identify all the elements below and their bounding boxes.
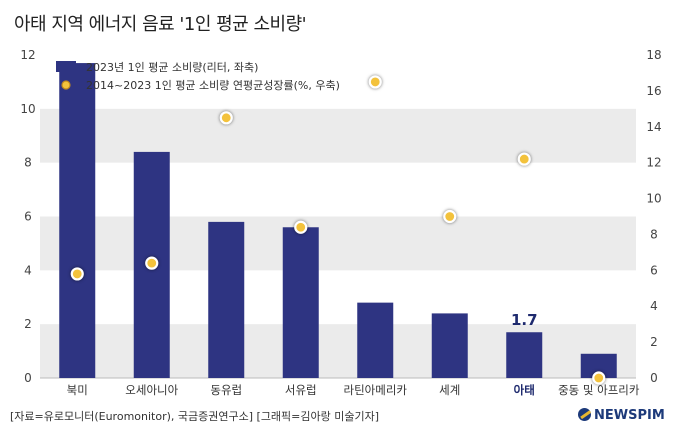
- growth-dot: [219, 111, 233, 125]
- y-left-tick-label: 0: [24, 371, 32, 385]
- y-right-tick-label: 14: [646, 120, 661, 134]
- y-left-tick-label: 10: [20, 102, 35, 116]
- y-left-tick-label: 8: [24, 156, 32, 170]
- grid-band: [40, 108, 636, 163]
- y-left-tick-label: 6: [24, 210, 32, 224]
- legend-bar-label: 2023년 1인 평균 소비량(리터, 좌축): [86, 61, 258, 74]
- x-tick-label: 서유럽: [285, 383, 317, 397]
- y-right-tick-label: 4: [650, 299, 658, 313]
- growth-dot: [70, 267, 84, 281]
- growth-dot: [592, 371, 606, 385]
- legend-bar-swatch: [56, 61, 76, 72]
- y-right-tick-label: 6: [650, 263, 658, 277]
- grid-band: [40, 216, 636, 271]
- y-right-tick-label: 8: [650, 227, 658, 241]
- logo-icon: [578, 408, 591, 421]
- legend-dot-label: 2014~2023 1인 평균 소비량 연평균성장률(%, 우축): [86, 79, 340, 92]
- growth-dot: [517, 152, 531, 166]
- bar: [506, 332, 543, 378]
- y-right-tick-label: 0: [650, 371, 658, 385]
- growth-dot: [368, 75, 382, 89]
- growth-dot: [145, 256, 159, 270]
- data-label: 1.7: [511, 311, 538, 329]
- legend-dot-swatch: [61, 80, 71, 90]
- bar: [208, 221, 245, 378]
- source-note: [자료=유로모니터(Euromonitor), 국금증권연구소] [그래픽=김아…: [10, 410, 380, 423]
- x-tick-label: 중동 및 아프리카: [558, 383, 640, 397]
- x-tick-label: 아태: [514, 383, 535, 397]
- newspim-logo: NEWSPIM: [578, 408, 665, 423]
- y-right-tick-label: 18: [646, 48, 661, 62]
- y-right-tick-label: 10: [646, 192, 661, 206]
- legend: 2023년 1인 평균 소비량(리터, 좌축) 2014~2023 1인 평균 소…: [56, 61, 340, 92]
- bar: [282, 227, 319, 378]
- bars: [59, 63, 617, 378]
- bar: [357, 302, 394, 378]
- y-left-tick-label: 4: [24, 263, 32, 277]
- y-left-tick-label: 2: [24, 317, 32, 331]
- y-left-tick-label: 12: [20, 48, 35, 62]
- grid-bands: [40, 108, 636, 378]
- x-tick-label: 라틴아메리카: [344, 383, 408, 397]
- growth-dot: [443, 209, 457, 224]
- grid-band: [40, 324, 636, 378]
- bar: [431, 313, 468, 378]
- logo-text: NEWSPIM: [594, 408, 665, 423]
- y-right-tick-label: 2: [650, 335, 658, 349]
- x-tick-label: 오세아니아: [125, 383, 178, 397]
- y-right-tick-label: 16: [646, 84, 661, 98]
- x-tick-label: 북미: [67, 383, 88, 397]
- growth-dot: [294, 220, 308, 234]
- dots: [70, 75, 606, 385]
- labels: 0 2 4 6 8 10 12 0 2 4 6 8 10 12 14 16 18 북미 오세아니아 동유럽 서유럽 라틴아…: [20, 48, 661, 397]
- x-tick-label: 세계: [439, 383, 460, 397]
- page-title: 아태 지역 에너지 음료 '1인 평균 소비량': [14, 14, 307, 35]
- x-tick-label: 동유럽: [210, 383, 242, 397]
- bar: [59, 63, 96, 378]
- y-right-tick-label: 12: [646, 156, 661, 170]
